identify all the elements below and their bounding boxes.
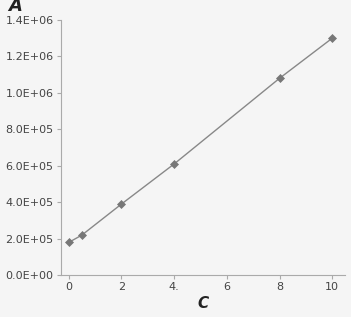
X-axis label: C: C [197, 296, 208, 311]
Y-axis label: A: A [8, 0, 22, 15]
